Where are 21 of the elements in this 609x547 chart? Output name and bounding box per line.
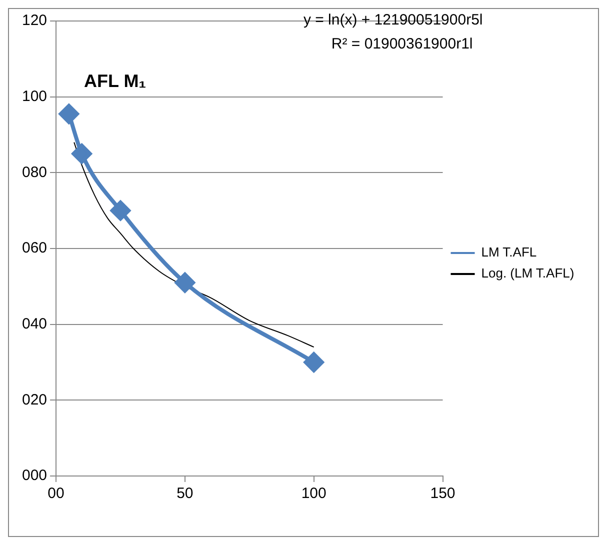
y-tick-label: 120 xyxy=(22,12,48,30)
legend-label: Log. (LM T.AFL) xyxy=(481,266,574,281)
x-tick-label: 150 xyxy=(430,485,456,502)
annotation: y = ln(x) + 12190051900r5l xyxy=(303,12,483,29)
x-tick-label: 00 xyxy=(48,485,64,502)
point xyxy=(110,200,130,221)
annotation: R² = 01900361900r1l xyxy=(331,36,473,53)
point xyxy=(174,272,195,293)
y-tick-label: 100 xyxy=(22,88,48,105)
y-tick-label: 060 xyxy=(22,240,48,257)
y-tick-label: 000 xyxy=(22,467,48,484)
point xyxy=(304,352,324,372)
point xyxy=(72,144,92,164)
point xyxy=(58,104,79,124)
y-tick-label: 080 xyxy=(22,164,48,181)
x-tick-label: 50 xyxy=(176,485,194,502)
x-tick-label: 100 xyxy=(301,485,326,502)
y-tick-label: 040 xyxy=(22,315,48,332)
legend-label: LM T.AFL xyxy=(481,244,537,260)
text: AFL M₁ xyxy=(84,70,146,91)
y-tick-label: 020 xyxy=(22,391,48,408)
